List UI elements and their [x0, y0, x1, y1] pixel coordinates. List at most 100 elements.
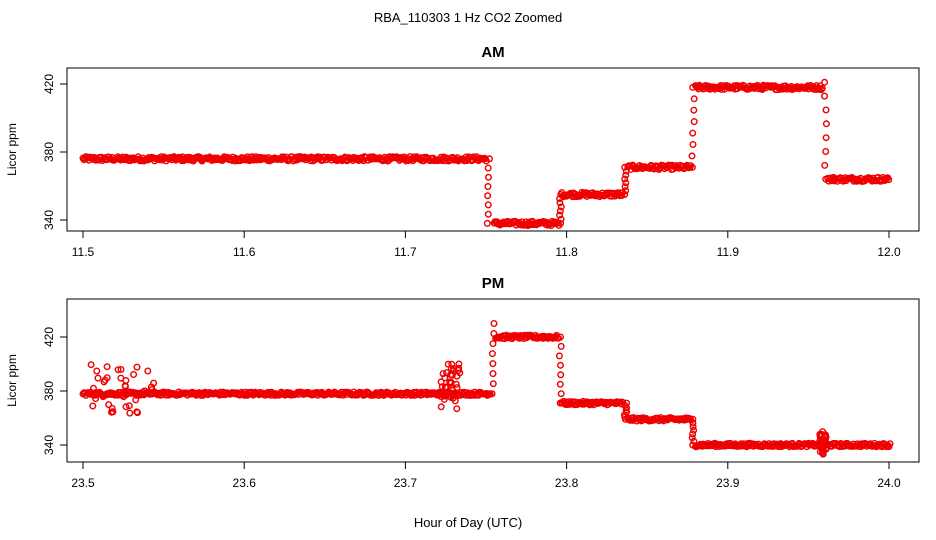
x-tick-label: 23.7 [394, 476, 418, 490]
data-point [556, 211, 564, 219]
data-point [109, 408, 117, 416]
figure-title: RBA_110303 1 Hz CO2 Zoomed [374, 10, 562, 25]
data-point [148, 386, 156, 394]
data-point [818, 84, 826, 92]
data-point [822, 175, 830, 183]
data-point [489, 360, 497, 368]
data-point [821, 436, 829, 444]
am-panel: AM Licor ppm 11.5 11.6 11.7 11.8 11.9 12.0 340 38… [5, 44, 920, 259]
data-point [821, 92, 829, 100]
data-point [442, 384, 450, 392]
y-tick-label: 340 [42, 210, 56, 230]
data-point [822, 147, 830, 155]
data-point [688, 434, 696, 442]
data-point [121, 383, 129, 391]
x-tick-label: 11.6 [233, 245, 256, 259]
data-point [689, 83, 697, 91]
data-point [557, 215, 565, 223]
data-point [690, 426, 698, 434]
y-tick-label: 420 [42, 74, 56, 94]
data-point [94, 374, 102, 382]
data-point [441, 374, 449, 382]
data-point [622, 167, 630, 175]
data-point [126, 409, 134, 417]
data-point [99, 393, 107, 401]
data-points [79, 78, 893, 230]
data-point [689, 415, 697, 423]
data-point [621, 190, 629, 198]
data-point [489, 370, 497, 378]
data-point [817, 441, 825, 449]
x-tick-label: 11.5 [72, 245, 95, 259]
x-tick-label: 23.8 [555, 476, 579, 490]
data-point [484, 182, 492, 190]
data-point [132, 396, 140, 404]
data-point [440, 391, 448, 399]
data-point [689, 423, 697, 431]
data-point [440, 395, 448, 403]
data-point [689, 140, 697, 148]
data-point [818, 444, 826, 452]
data-point [557, 190, 565, 198]
data-point [688, 163, 696, 171]
data-point [882, 175, 890, 183]
data-point [689, 129, 697, 137]
data-point [557, 390, 565, 398]
data-point [484, 192, 492, 200]
x-axis-label: Hour of Day (UTC) [414, 515, 522, 530]
data-point [689, 430, 697, 438]
data-point [490, 320, 498, 328]
data-point [819, 428, 827, 436]
data-point [690, 95, 698, 103]
y-axis-label: Licor ppm [5, 354, 19, 407]
plot-frame [66, 298, 920, 463]
x-tick-label: 23.5 [71, 476, 95, 490]
data-point [557, 333, 565, 341]
data-point [621, 163, 629, 171]
data-point [489, 340, 497, 348]
data-point [133, 363, 141, 371]
data-point [821, 78, 829, 86]
data-point [449, 367, 457, 375]
data-point [89, 384, 97, 392]
x-tick-label: 11.8 [555, 245, 578, 259]
data-point [453, 384, 461, 392]
data-point [122, 403, 130, 411]
data-point [690, 106, 698, 114]
data-point [108, 404, 116, 412]
y-tick-label: 420 [42, 327, 56, 347]
data-point [437, 378, 445, 386]
data-point [556, 380, 564, 388]
data-point [441, 383, 449, 391]
data-point [484, 210, 492, 218]
data-point [103, 374, 111, 382]
x-tick-label: 23.6 [233, 476, 257, 490]
data-point [822, 106, 830, 114]
data-point [556, 399, 564, 407]
data-point [125, 402, 133, 410]
data-point [130, 371, 138, 379]
data-point [690, 437, 698, 445]
data-point [117, 374, 125, 382]
y-tick-label: 380 [42, 381, 56, 401]
data-point [822, 134, 830, 142]
data-point [556, 195, 564, 203]
data-point [484, 201, 492, 209]
data-point [446, 378, 454, 386]
data-point [484, 164, 492, 172]
x-tick-label: 24.0 [877, 476, 901, 490]
data-point [687, 162, 695, 170]
data-point [622, 179, 630, 187]
data-point [87, 361, 95, 369]
data-point [557, 342, 565, 350]
data-point [621, 183, 629, 191]
data-point [483, 219, 491, 227]
data-point [453, 405, 461, 413]
data-point [437, 403, 445, 411]
data-point [114, 366, 122, 374]
data-point [441, 392, 449, 400]
y-tick-label: 340 [42, 435, 56, 455]
data-point [488, 350, 496, 358]
x-tick-label: 23.9 [716, 476, 740, 490]
x-tick-label: 11.9 [717, 245, 740, 259]
